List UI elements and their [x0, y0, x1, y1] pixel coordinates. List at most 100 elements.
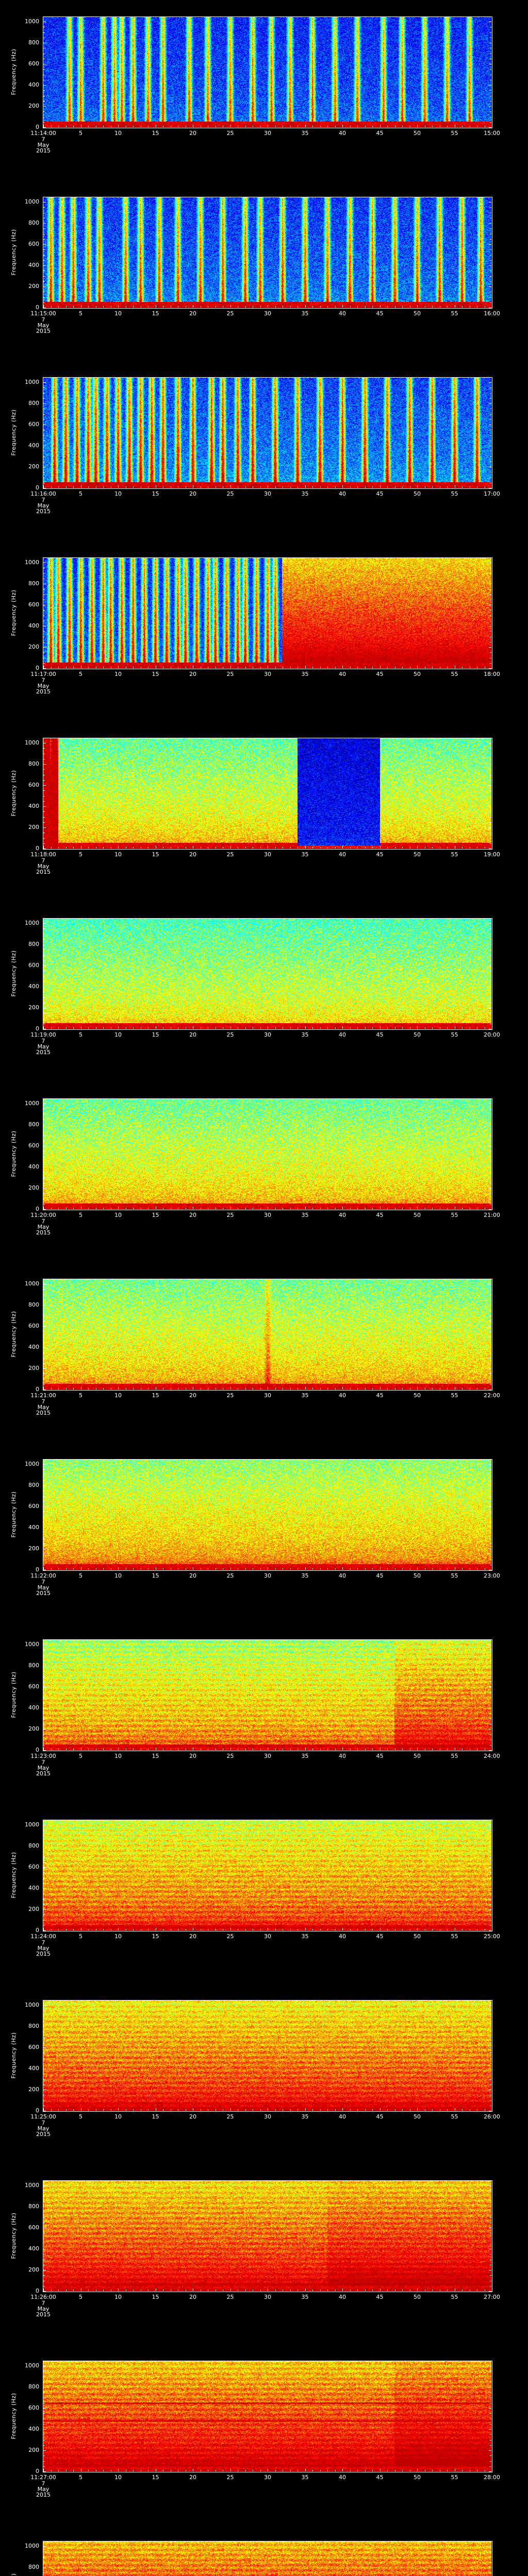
y-axis-tick-mark: [489, 647, 491, 648]
x-axis-tick-label: 5: [79, 1031, 82, 1038]
y-axis-minor-tick: [490, 934, 491, 935]
x-axis-minor-tick: [335, 2290, 336, 2291]
x-axis-minor-tick: [73, 1568, 74, 1570]
y-axis-minor-tick: [43, 414, 45, 415]
x-axis-tick-label: 40: [339, 1212, 346, 1218]
x-axis-tick-label: 15: [152, 1933, 159, 1940]
y-axis-minor-tick: [43, 573, 45, 574]
y-axis-tick-mark: [489, 286, 491, 287]
x-axis-minor-tick: [372, 1749, 373, 1750]
x-axis-tick-mark: [380, 2469, 381, 2471]
y-axis-minor-tick: [43, 1872, 45, 1873]
x-axis-time-label: 20:00: [484, 1031, 500, 1038]
y-axis-tick-mark: [489, 923, 491, 924]
y-axis-minor-tick: [43, 748, 45, 749]
x-axis-tick-label: 35: [301, 1392, 309, 1399]
x-axis-minor-tick: [88, 847, 89, 849]
x-axis-tick-label: 10: [114, 1753, 122, 1759]
y-axis-tick-label: 1000: [25, 2002, 39, 2009]
x-axis-tick-label: 30: [264, 490, 271, 497]
y-axis-minor-tick: [490, 1501, 491, 1502]
x-axis-minor-tick: [402, 306, 403, 308]
spectrogram-panel: Frequency (Hz) 1000 800 600 400 200 0 11:20:00 5…: [0, 1088, 528, 1268]
x-axis-tick-label: 45: [376, 310, 384, 317]
x-axis-tick-label: 55: [451, 1933, 458, 1940]
y-axis-label: Frequency (Hz): [10, 48, 17, 95]
x-axis-tick-label: 25: [226, 1753, 234, 1759]
x-axis-tick-mark: [230, 485, 231, 488]
x-axis-minor-tick: [335, 847, 336, 849]
y-axis-minor-tick: [43, 652, 45, 653]
x-axis-tick-mark: [342, 1748, 343, 1750]
x-axis-tick-mark: [118, 2108, 119, 2111]
date-label-day: 7: [41, 1038, 45, 1044]
x-axis-tick-label: 10: [114, 1212, 122, 1218]
x-axis-tick-label: 55: [451, 1392, 458, 1399]
x-axis-tick-label: 5: [79, 2474, 82, 2481]
x-axis-tick-label: 55: [451, 671, 458, 677]
x-axis-minor-tick: [327, 306, 328, 308]
y-axis-minor-tick: [43, 1331, 45, 1332]
x-axis-minor-tick: [357, 2290, 358, 2291]
date-label-day: 7: [41, 1218, 45, 1225]
y-axis-tick-label: 200: [28, 103, 39, 110]
x-axis-tick-label: 15: [152, 1572, 159, 1579]
x-axis-minor-tick: [88, 2470, 89, 2471]
x-axis-minor-tick: [462, 2470, 463, 2471]
y-axis-minor-tick: [43, 393, 45, 394]
x-axis-time-label: 16:00: [484, 310, 500, 317]
y-axis-tick-mark: [43, 785, 46, 786]
x-axis-tick-mark: [305, 1567, 306, 1570]
x-axis-tick-label: 10: [114, 1392, 122, 1399]
x-axis-minor-tick: [357, 2109, 358, 2111]
x-axis-time-label: 11:16:00: [30, 490, 56, 497]
y-axis-minor-tick: [490, 228, 491, 229]
y-axis-tick-mark: [489, 1909, 491, 1910]
date-label-month: May: [37, 502, 50, 509]
x-axis-time-label: 22:00: [484, 1392, 500, 1399]
x-axis-minor-tick: [58, 2109, 59, 2111]
y-axis-minor-tick: [490, 1914, 491, 1916]
spectrogram-image: [43, 197, 491, 308]
y-axis-tick-mark: [489, 1750, 491, 1751]
y-axis-minor-tick: [43, 2455, 45, 2456]
y-axis-minor-tick: [43, 297, 45, 298]
y-axis-minor-tick: [43, 69, 45, 70]
x-axis-minor-tick: [447, 126, 448, 127]
x-axis-time-label: 11:24:00: [30, 1933, 56, 1940]
y-axis-tick-mark: [43, 286, 46, 287]
x-axis-tick-mark: [43, 2469, 44, 2471]
y-axis-minor-tick: [43, 1475, 45, 1476]
y-axis-minor-tick: [490, 2058, 491, 2059]
y-axis-minor-tick: [490, 843, 491, 844]
y-axis-minor-tick: [43, 1517, 45, 1518]
x-axis-minor-tick: [357, 306, 358, 308]
x-axis-minor-tick: [133, 667, 134, 668]
x-axis-minor-tick: [327, 1929, 328, 1930]
x-axis-minor-tick: [387, 1929, 388, 1930]
x-axis-tick-label: 40: [339, 1572, 346, 1579]
y-axis-minor-tick: [490, 90, 491, 91]
y-axis-tick-mark: [43, 668, 46, 669]
x-axis-minor-tick: [312, 1027, 313, 1029]
x-axis-minor-tick: [103, 667, 104, 668]
x-axis-tick-label: 35: [301, 2113, 309, 2120]
y-axis-tick-mark: [43, 1188, 46, 1189]
x-axis-tick-mark: [230, 1748, 231, 1750]
x-axis-minor-tick: [88, 1027, 89, 1029]
x-axis-tick-label: 5: [79, 1572, 82, 1579]
x-axis-tick-mark: [380, 2108, 381, 2111]
x-axis-minor-tick: [327, 1388, 328, 1389]
x-axis-tick-label: 20: [189, 1933, 196, 1940]
spectrogram-image: [43, 557, 491, 668]
y-axis-minor-tick: [490, 1893, 491, 1894]
x-axis-minor-tick: [73, 1208, 74, 1209]
x-axis-tick-mark: [380, 485, 381, 488]
y-axis-tick-label: 0: [36, 845, 39, 852]
y-axis-minor-tick: [490, 1358, 491, 1359]
y-axis-tick-label: 200: [28, 824, 39, 831]
y-axis-tick-mark: [489, 2185, 491, 2187]
x-axis-minor-tick: [357, 847, 358, 849]
x-axis-minor-tick: [275, 1208, 276, 1209]
y-axis-minor-tick: [490, 1331, 491, 1332]
